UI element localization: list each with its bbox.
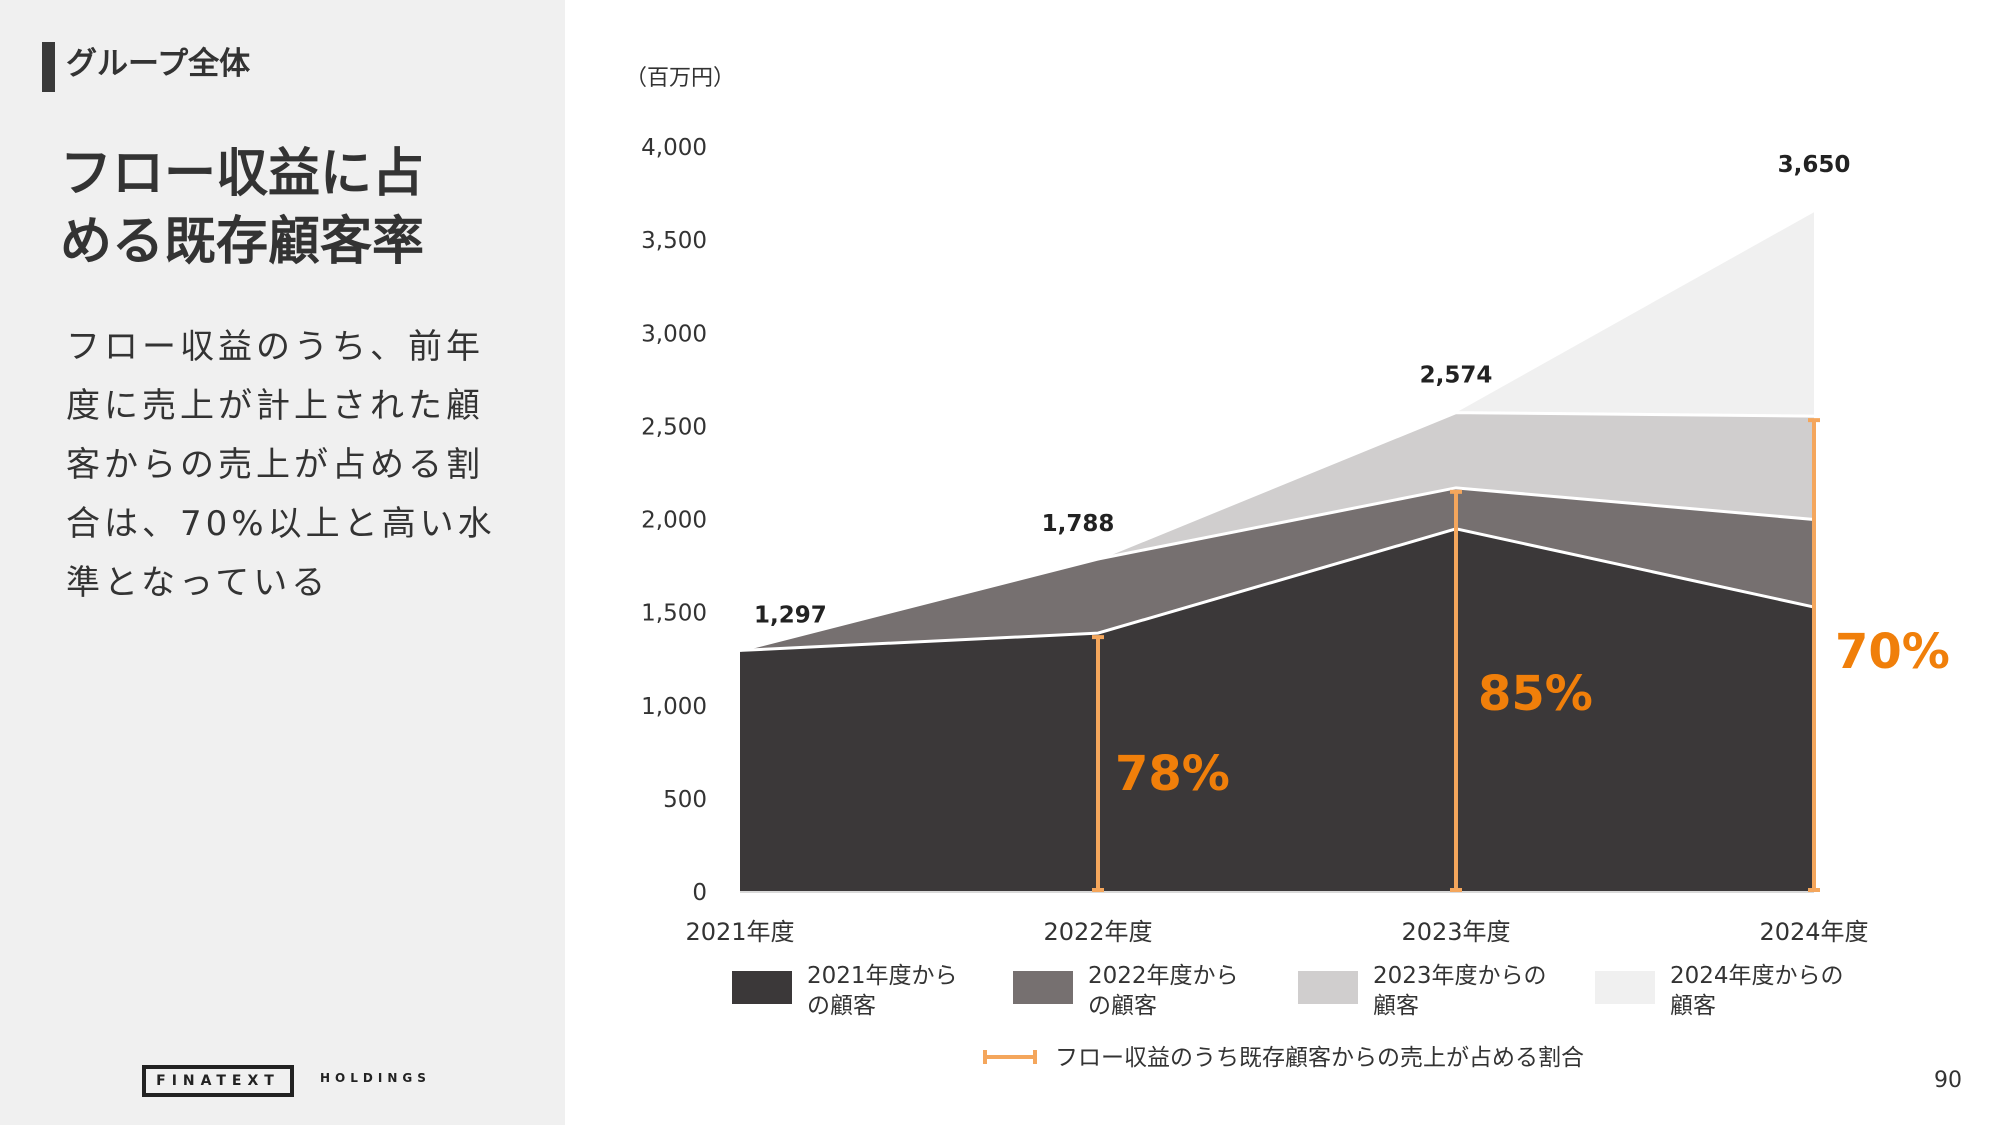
legend-label: 2022年度から (1088, 963, 1239, 989)
legend-label: の顧客 (1088, 993, 1157, 1019)
area-1 (740, 487, 1814, 651)
y-tick-label: 3,000 (641, 321, 707, 347)
y-tick-label: 2,000 (641, 508, 707, 534)
left-panel: グループ全体 フロー収益に占 める既存顧客率 フロー収益のうち、前年 度に売上が… (0, 0, 565, 1125)
description-line: 客からの売上が占める割 (66, 445, 484, 485)
x-tick-label: 2024年度 (1759, 918, 1868, 946)
y-tick-label: 1,000 (641, 694, 707, 720)
unit-label: （百万円） (625, 66, 736, 91)
legend-swatch (1595, 971, 1655, 1004)
page-number: 90 (1934, 1068, 1962, 1093)
total-label: 2,574 (1420, 363, 1493, 389)
description-line: 度に売上が計上された顧 (66, 386, 484, 426)
y-tick-label: 3,500 (641, 228, 707, 254)
page-title: フロー収益に占 める既存顧客率 (60, 140, 500, 276)
description-line: 合は、70%以上と高い水 (66, 504, 496, 544)
x-tick-label: 2021年度 (685, 918, 794, 946)
y-tick-label: 4,000 (641, 135, 707, 161)
legend-label: 顧客 (1670, 993, 1716, 1019)
company-logo: FINATEXT (142, 1065, 294, 1097)
total-label: 1,297 (754, 602, 827, 628)
legend-label: 2024年度からの (1670, 963, 1844, 989)
area-boundary-line (739, 527, 1815, 652)
title-line: める既存顧客率 (60, 212, 425, 272)
legend-swatch (1013, 971, 1073, 1004)
section-label: グループ全体 (66, 46, 251, 82)
area-boundary-line (739, 486, 1815, 652)
y-tick-label: 500 (663, 787, 707, 813)
description-line: 準となっている (66, 563, 330, 603)
company-logo-sub: HOLDINGS (320, 1071, 431, 1085)
description-line: フロー収益のうち、前年 (66, 327, 484, 367)
y-tick-label: 1,500 (641, 601, 707, 627)
section-marker (42, 42, 55, 92)
area-boundary-line (1097, 411, 1815, 561)
legend-label: 2023年度からの (1373, 963, 1547, 989)
legend-swatch (1298, 971, 1358, 1004)
y-tick-label: 0 (692, 880, 707, 906)
total-label: 3,650 (1778, 152, 1851, 178)
legend-ratio-label: フロー収益のうち既存顧客からの売上が占める割合 (1055, 1045, 1584, 1071)
legend-label: の顧客 (807, 993, 876, 1019)
ratio-label: 85% (1478, 666, 1593, 722)
x-tick-label: 2022年度 (1043, 918, 1152, 946)
legend-label: 顧客 (1373, 993, 1419, 1019)
title-line: フロー収益に占 (60, 144, 425, 204)
area-3 (1456, 212, 1814, 417)
description: フロー収益のうち、前年 度に売上が計上された顧 客からの売上が占める割 合は、7… (66, 318, 506, 613)
area-0 (740, 528, 1814, 892)
y-tick-label: 2,500 (641, 414, 707, 440)
x-tick-label: 2023年度 (1401, 918, 1510, 946)
legend-label: 2021年度から (807, 963, 958, 989)
legend-swatch (732, 971, 792, 1004)
total-label: 1,788 (1042, 511, 1115, 537)
ratio-label: 78% (1115, 746, 1230, 802)
ratio-label: 70% (1835, 624, 1950, 680)
